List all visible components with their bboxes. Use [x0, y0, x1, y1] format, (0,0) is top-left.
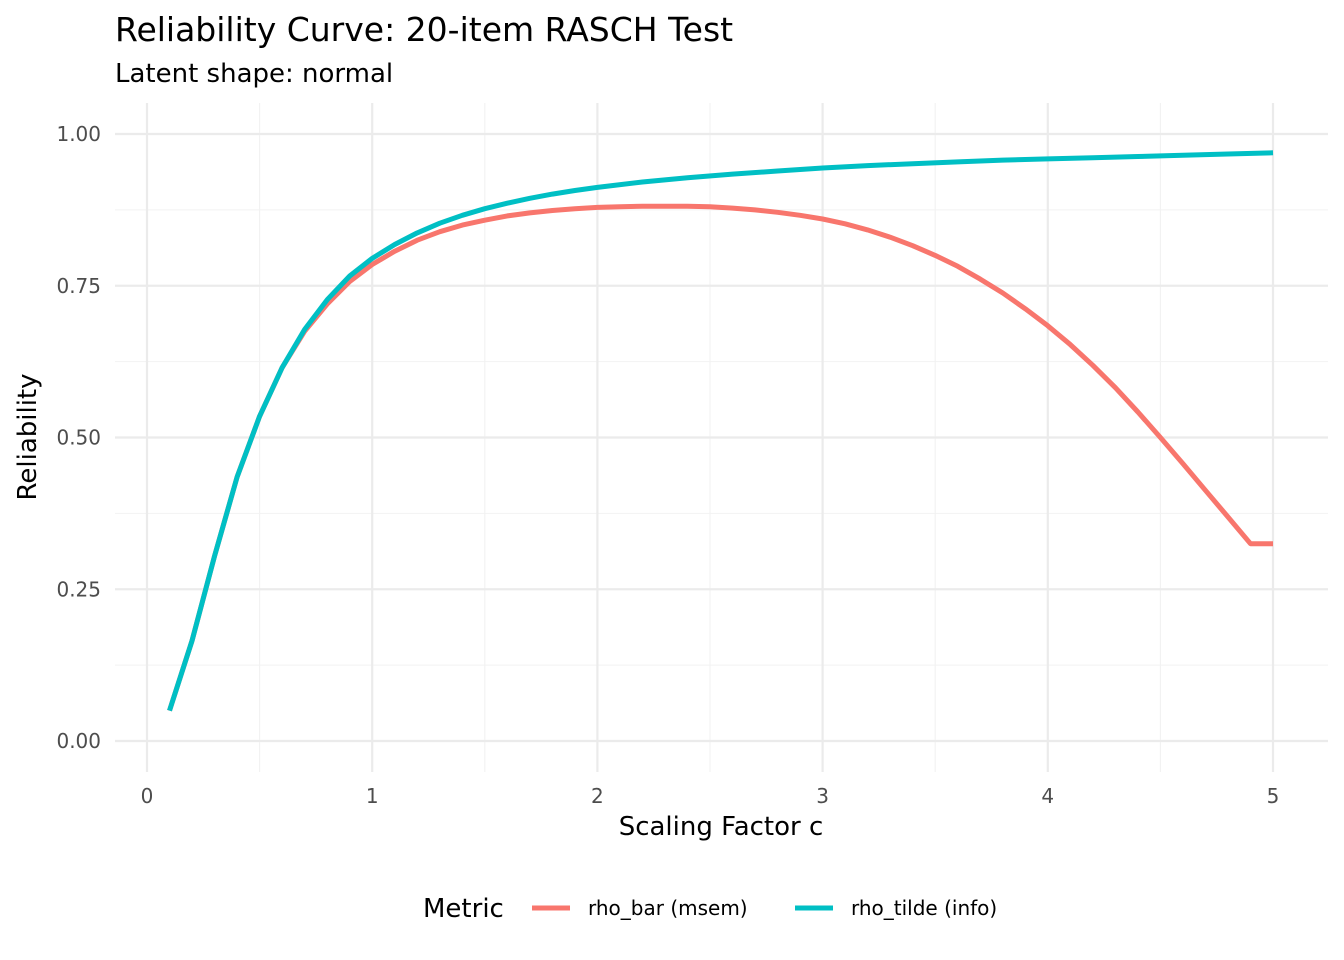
x-tick-label: 2	[591, 784, 604, 808]
series-line-rho-tilde	[167, 150, 1274, 712]
y-axis-ticks: 0.00 0.25 0.50 0.75 1.00	[56, 122, 101, 753]
x-tick-label: 3	[816, 784, 829, 808]
legend-title: Metric	[423, 894, 504, 924]
x-tick-label: 1	[366, 784, 379, 808]
legend-label-rho-tilde: rho_tilde (info)	[851, 896, 997, 920]
y-tick-label: 0.00	[56, 729, 101, 753]
x-axis-title: Scaling Factor c	[619, 812, 824, 842]
x-axis-ticks: 0 1 2 3 4 5	[141, 784, 1280, 808]
chart-title: Reliability Curve: 20-item RASCH Test	[115, 10, 733, 49]
series-lines	[167, 150, 1274, 712]
series-line-rho-bar	[167, 203, 1273, 712]
y-axis-title: Reliability	[13, 373, 43, 500]
chart-subtitle: Latent shape: normal	[115, 59, 393, 89]
x-tick-label: 4	[1041, 784, 1054, 808]
y-tick-label: 0.50	[56, 426, 101, 450]
legend: Metric rho_bar (msem) rho_tilde (info)	[423, 894, 997, 924]
legend-label-rho-bar: rho_bar (msem)	[588, 896, 748, 920]
y-tick-label: 0.75	[56, 274, 101, 298]
x-tick-label: 5	[1267, 784, 1280, 808]
x-tick-label: 0	[141, 784, 154, 808]
y-tick-label: 0.25	[56, 577, 101, 601]
y-tick-label: 1.00	[56, 122, 101, 146]
plot-grid	[115, 103, 1328, 772]
